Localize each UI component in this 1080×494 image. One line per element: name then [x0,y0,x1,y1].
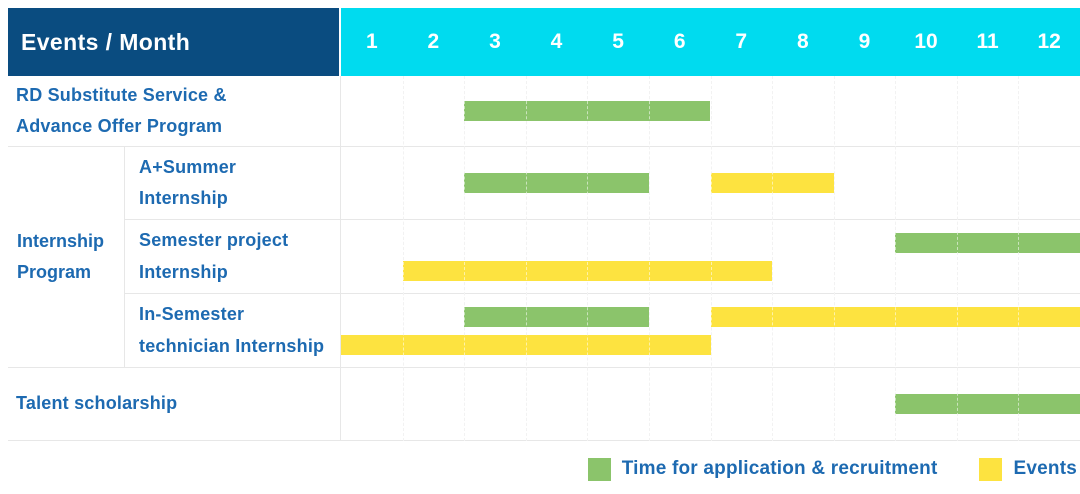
gantt-bar-event [710,306,1080,327]
gantt-bar-application [464,173,649,193]
timeline-semester-project [341,220,1080,293]
table-header: Events / Month 1 2 3 4 5 6 7 8 9 10 11 12 [8,8,1080,76]
legend-swatch-application [587,457,611,481]
month-header-5: 5 [612,30,624,53]
gantt-bar-event [341,334,711,355]
month-header-3: 3 [489,30,501,53]
month-header-9: 9 [858,30,871,53]
group-internship-program: Internship Program A+Summer Internship S… [8,147,1080,368]
group-label-internship-program: Internship Program [8,147,125,367]
row-label-talent-scholarship: Talent scholarship [8,368,341,440]
legend-label-events: Events [1013,458,1077,479]
row-label-semester-project: Semester project Internship [125,220,341,293]
month-header-8: 8 [796,30,809,53]
timeline-line [341,101,1080,121]
table-row-in-semester-technician: In-Semester technician Internship [125,294,1080,367]
month-header-7: 7 [735,30,748,53]
timeline-talent-scholarship [341,368,1080,440]
row-label-rd-substitute: RD Substitute Service & Advance Offer Pr… [8,76,341,146]
month-header-2: 2 [427,30,440,53]
table-row-talent-scholarship: Talent scholarship [8,368,1080,441]
header-title: Events / Month [8,8,339,76]
month-header-12: 12 [1037,30,1061,53]
month-header-4: 4 [550,30,563,53]
gantt-bar-application [895,232,1080,253]
row-label-a-plus-summer: A+Summer Internship [125,147,341,219]
month-header-row: 1 2 3 4 5 6 7 8 9 10 11 12 [341,8,1080,76]
table-row-a-plus-summer: A+Summer Internship [125,147,1080,220]
month-header-10: 10 [914,30,938,53]
timeline-line [341,173,1080,193]
gantt-bar-application [464,101,711,121]
legend-swatch-events [979,457,1003,481]
header-divider [339,8,341,76]
timeline-line [341,334,1080,355]
timeline-rd-substitute [341,76,1080,146]
group-rows: A+Summer Internship Semester project Int… [125,147,1080,367]
month-header-6: 6 [673,30,686,53]
chart-legend: Time for application & recruitment Event… [587,453,1077,485]
month-header-1: 1 [365,30,378,53]
gantt-bar-event [402,260,773,281]
legend-label-application: Time for application & recruitment [621,458,938,479]
gantt-bar-event [710,173,834,193]
timeline-line [341,306,1080,327]
timeline-line [341,260,1080,281]
gantt-bar-application [464,306,649,327]
table-row-semester-project: Semester project Internship [125,220,1080,294]
timeline-line [341,394,1080,414]
table-row-rd-substitute: RD Substitute Service & Advance Offer Pr… [8,76,1080,147]
timeline-in-semester-technician [341,294,1080,367]
timeline-line [341,232,1080,253]
table-body: RD Substitute Service & Advance Offer Pr… [8,76,1080,441]
gantt-bar-application [895,394,1080,414]
schedule-table: Events / Month 1 2 3 4 5 6 7 8 9 10 11 12 RD Substi… [8,8,1080,441]
month-header-11: 11 [976,30,999,53]
row-label-in-semester-technician: In-Semester technician Internship [125,294,341,367]
timeline-a-plus-summer [341,147,1080,219]
